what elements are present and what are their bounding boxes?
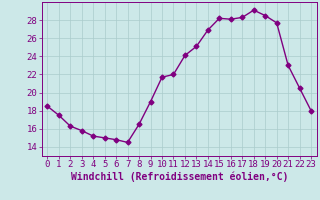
X-axis label: Windchill (Refroidissement éolien,°C): Windchill (Refroidissement éolien,°C) [70,172,288,182]
